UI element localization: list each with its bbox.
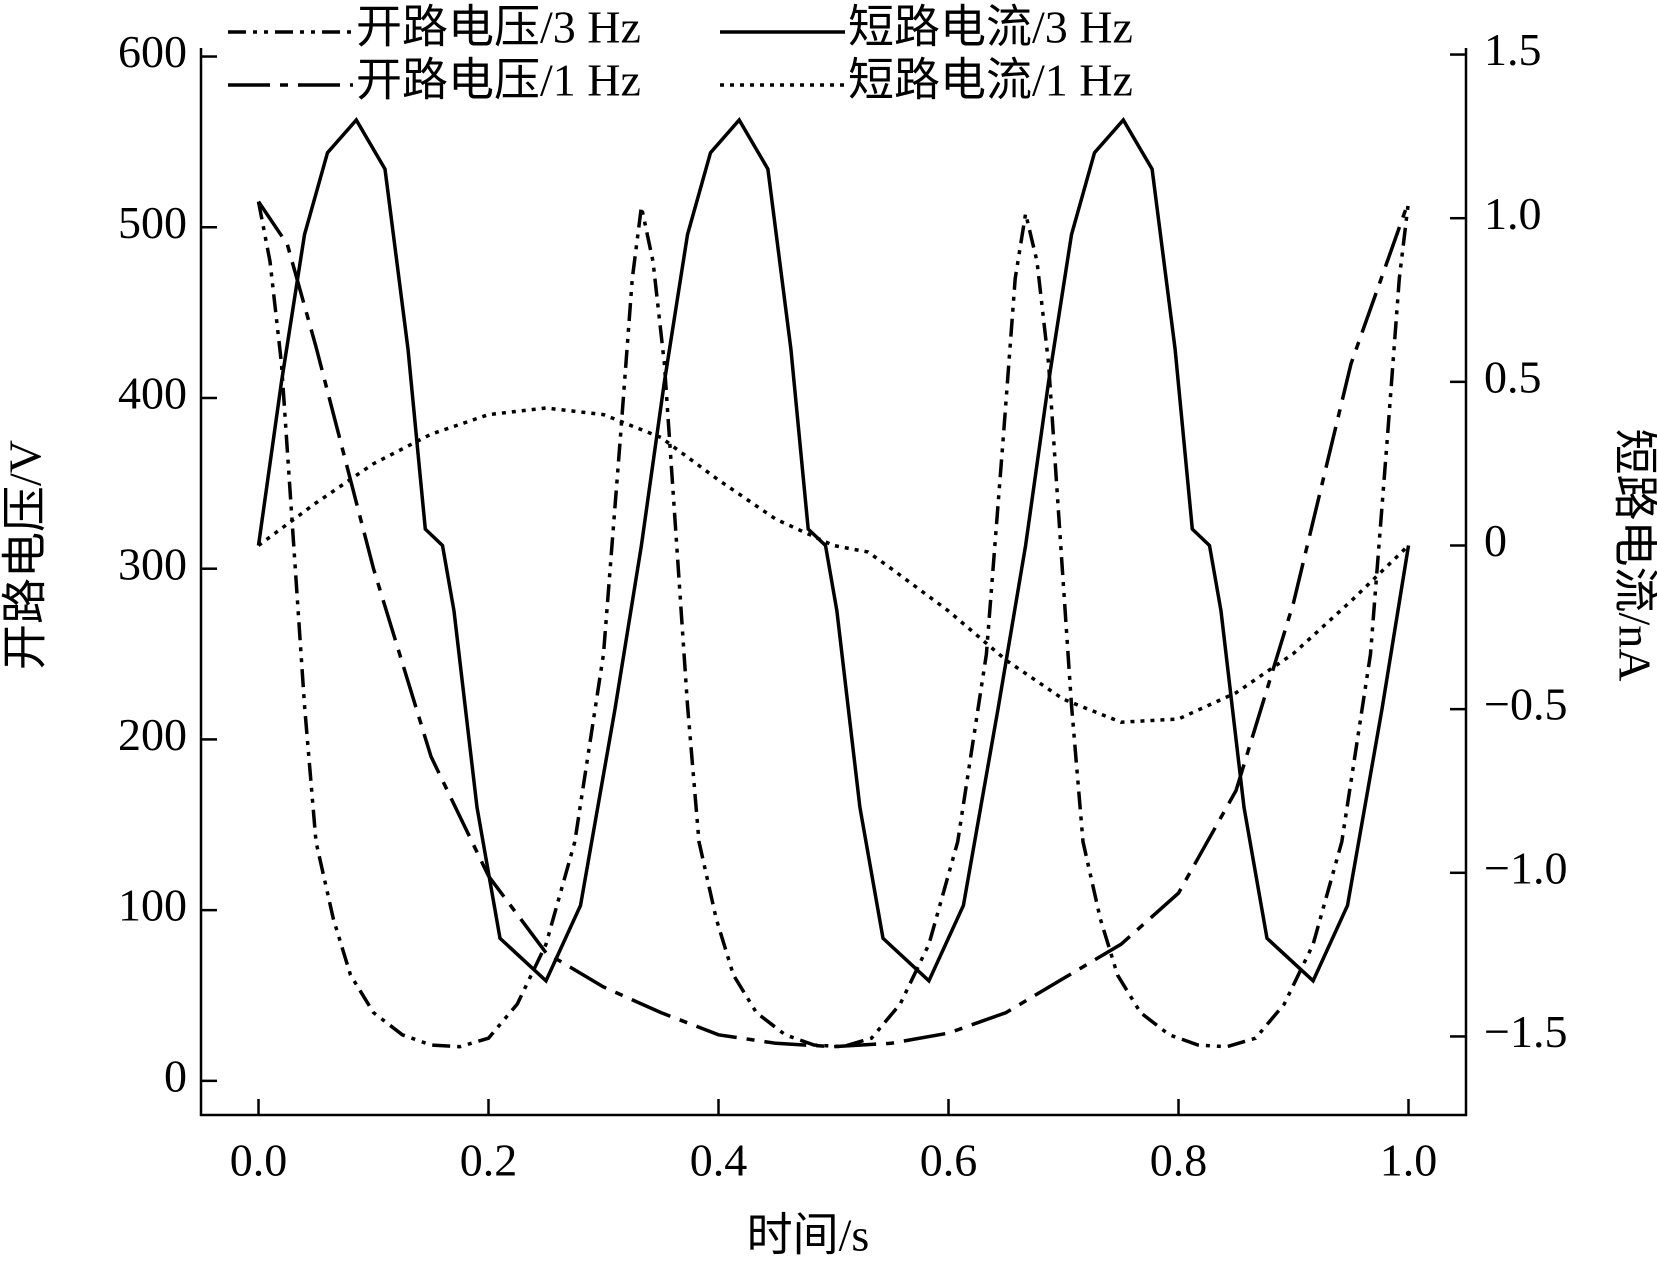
x-tick-label: 0.8 (1150, 1135, 1208, 1186)
y-tick-label: 400 (118, 368, 187, 419)
legend-label: 开路电压/1 Hz (356, 55, 641, 106)
x-axis-label: 时间/s (747, 1210, 870, 1261)
y2-tick-label: 1.5 (1484, 24, 1542, 75)
axis-frame (199, 48, 1468, 1117)
y-tick-label: 100 (118, 880, 187, 931)
legend-label: 短路电流/1 Hz (848, 55, 1133, 106)
x-tick-label: 0.0 (230, 1135, 288, 1186)
series-line (257, 200, 1411, 1049)
x-tick-label: 1.0 (1380, 1135, 1438, 1186)
y-tick-label: 200 (118, 709, 187, 760)
y2-axis-label: 短路电流/nA (1609, 429, 1657, 682)
x-tick-label: 0.4 (690, 1135, 748, 1186)
y-tick-label: 300 (118, 538, 187, 589)
series-line (256, 201, 1411, 1049)
y2-tick-label: 0 (1484, 515, 1507, 566)
y2-tick-label: 0.5 (1484, 351, 1542, 402)
series-line (256, 117, 1411, 984)
y2-tick-label: −0.5 (1484, 679, 1567, 730)
legend-label: 短路电流/3 Hz (848, 2, 1133, 53)
y2-tick-label: 1.0 (1484, 188, 1542, 239)
series-line (257, 406, 1410, 724)
y-tick-label: 600 (118, 26, 187, 77)
y-tick-label: 500 (118, 197, 187, 248)
x-tick-label: 0.2 (460, 1135, 518, 1186)
y2-tick-label: −1.0 (1484, 842, 1567, 893)
legend-label: 开路电压/3 Hz (356, 2, 641, 53)
y-axis-label: 开路电压/V (0, 440, 51, 670)
y-tick-label: 0 (164, 1050, 187, 1101)
y2-tick-label: −1.5 (1484, 1006, 1567, 1057)
x-tick-label: 0.6 (920, 1135, 978, 1186)
